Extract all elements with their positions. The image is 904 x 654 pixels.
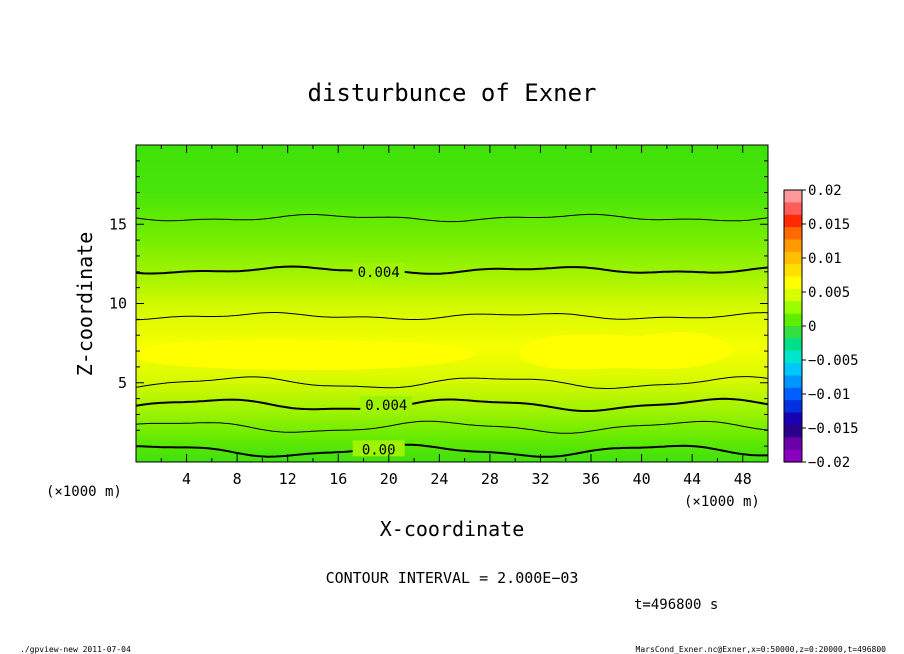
colorbar-tick-label: 0.005 xyxy=(808,285,850,301)
colorbar-swatch xyxy=(784,387,802,401)
contour-line xyxy=(136,397,768,412)
contour-interval-text: CONTOUR INTERVAL = 2.000E−03 xyxy=(326,569,579,587)
contour-label: 0.004 xyxy=(365,398,407,414)
contour-label: 0.004 xyxy=(358,265,400,281)
x-tick-label: 44 xyxy=(683,470,701,488)
y-tick-label: 10 xyxy=(109,295,127,313)
x-tick-label: 28 xyxy=(481,470,499,488)
colorbar-swatch xyxy=(784,313,802,327)
colorbar-tick-label: −0.005 xyxy=(808,353,859,369)
x-tick-label: 8 xyxy=(233,470,242,488)
x-tick-label: 12 xyxy=(279,470,297,488)
colorbar-swatch xyxy=(784,326,802,339)
colorbar-tick-label: −0.01 xyxy=(808,387,850,403)
contour-line xyxy=(136,312,768,321)
colorbar-swatch xyxy=(784,363,802,377)
x-axis-label: X-coordinate xyxy=(380,517,525,541)
colorbar: 0.02 0.015 0.01 0.005 0 −0.005 −0.01 −0.015 −0.0… xyxy=(783,183,859,471)
contour-line xyxy=(136,420,768,434)
colorbar-tick-label: 0.015 xyxy=(808,217,850,233)
colorbar-tick-label: −0.02 xyxy=(808,455,850,471)
x-tick-label: 16 xyxy=(329,470,347,488)
plot-area: 0.004 0.004 0.00 xyxy=(135,144,769,463)
colorbar-swatch xyxy=(784,214,802,228)
x-tick-label: 32 xyxy=(531,470,549,488)
time-text: t=496800 s xyxy=(634,597,718,613)
x-tick-label: 20 xyxy=(380,470,398,488)
colorbar-swatch xyxy=(784,202,802,216)
yellow-core-right xyxy=(520,331,736,370)
colorbar-swatch xyxy=(784,288,802,302)
contour-line xyxy=(136,213,768,223)
colorbar-swatch xyxy=(784,437,802,451)
colorbar-tick-label: 0 xyxy=(808,319,816,335)
colorbar-swatch xyxy=(784,190,802,203)
contour-label-bg xyxy=(360,395,413,412)
colorbar-swatch xyxy=(784,276,802,290)
contour-label-bg xyxy=(352,440,405,457)
chart-title: disturbunce of Exner xyxy=(308,79,597,107)
x-unit-label-left: (×1000 m) xyxy=(46,484,122,500)
contour-labels: 0.004 0.004 0.00 xyxy=(352,262,413,458)
colorbar-swatch xyxy=(784,400,802,414)
contour-line xyxy=(136,443,768,458)
x-tick-label: 40 xyxy=(633,470,651,488)
colorbar-tick-label: −0.015 xyxy=(808,421,859,437)
contour-label-bg xyxy=(352,262,405,279)
y-tick-label: 5 xyxy=(118,374,127,392)
x-tick-label: 4 xyxy=(182,470,191,488)
colorbar-swatch xyxy=(784,251,802,265)
contour-field xyxy=(136,145,768,462)
contour-line xyxy=(136,265,768,275)
colorbar-swatch xyxy=(784,301,802,315)
colorbar-swatch xyxy=(784,338,802,352)
yellow-cores xyxy=(140,331,736,370)
x-tick-label: 48 xyxy=(734,470,752,488)
contour-lines xyxy=(136,213,768,458)
colorbar-swatch xyxy=(784,449,802,463)
footer-left: ./gpview-new 2011-07-04 xyxy=(20,645,131,654)
y-axis-label: Z-coordinate xyxy=(73,232,97,377)
y-axis: 5 10 15 xyxy=(109,144,768,463)
yellow-core-left xyxy=(140,339,478,370)
colorbar-swatch xyxy=(784,239,802,253)
colorbar-tick-label: 0.02 xyxy=(808,183,842,199)
colorbar-swatch xyxy=(784,227,802,241)
x-tick-label: 36 xyxy=(582,470,600,488)
colorbar-swatch xyxy=(784,375,802,389)
contour-label: 0.00 xyxy=(362,442,396,458)
colorbar-swatch xyxy=(784,350,802,364)
contour-line xyxy=(136,376,768,389)
x-unit-label-right: (×1000 m) xyxy=(684,494,760,510)
footer-right: MarsCond_Exner.nc@Exner,x=0:50000,z=0:20… xyxy=(636,645,887,654)
colorbar-swatch xyxy=(784,412,802,426)
colorbar-swatch xyxy=(784,264,802,278)
colorbar-tick-label: 0.01 xyxy=(808,251,842,267)
x-tick-label: 24 xyxy=(430,470,448,488)
colorbar-swatch xyxy=(784,424,802,438)
x-axis: 4 8 12 16 20 24 28 32 36 40 44 48 xyxy=(135,145,769,488)
y-tick-label: 15 xyxy=(109,215,127,233)
